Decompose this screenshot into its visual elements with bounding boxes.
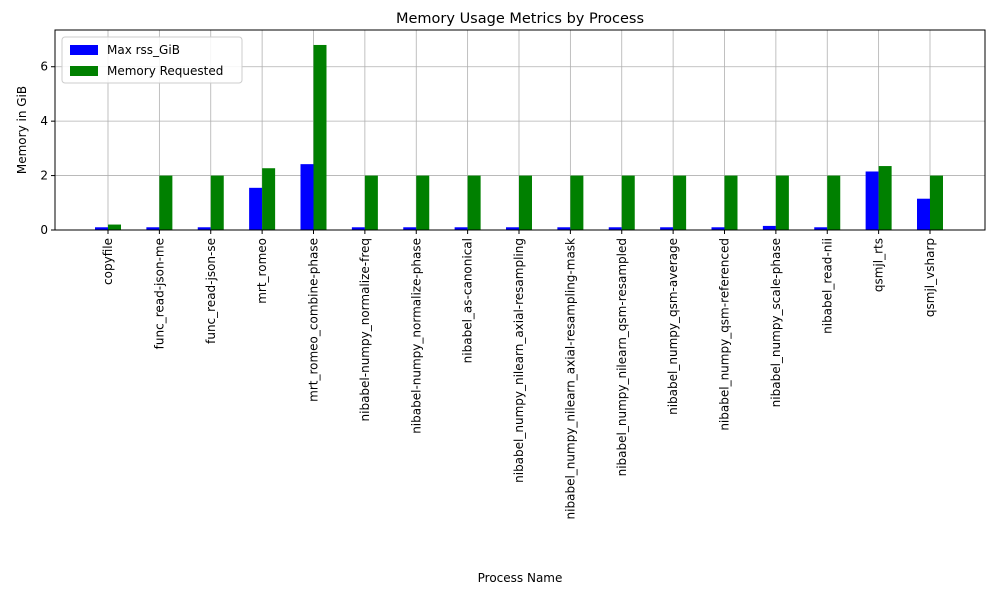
bar [467,175,481,230]
bar [660,227,674,230]
x-tick-label: nibabel_numpy_nilearn_axial-resampling-m… [563,238,577,519]
bar [300,164,314,230]
x-tick-label: nibabel_numpy_qsm-referenced [718,238,732,431]
bar [159,175,173,230]
bar [403,227,417,230]
bar [146,227,160,230]
bar [262,168,276,230]
bar [865,171,879,230]
chart-title: Memory Usage Metrics by Process [396,11,644,27]
x-tick-label: nibabel_numpy_scale-phase [769,238,783,407]
x-tick-label: nibabel-numpy_normalize-phase [409,238,423,434]
x-tick-label: qsmjl_vsharp [923,238,937,317]
bar [724,175,738,230]
bar [711,227,725,230]
x-tick-label: copyfile [101,238,115,285]
bar [249,187,263,230]
bar [95,227,108,230]
legend-label: Memory Requested [107,64,223,78]
x-tick-label: nibabel_read-nii [820,238,834,334]
bar [570,175,584,230]
bar [454,227,468,230]
y-tick-label: 2 [40,169,48,183]
bar [917,198,930,230]
x-axis-label: Process Name [478,571,563,585]
bar [108,224,121,230]
y-axis-label: Memory in GiB [15,86,29,174]
legend-swatch [70,45,98,55]
x-tick-label: nibabel-numpy_normalize-freq [358,238,372,421]
x-tick-label: mrt_romeo_combine-phase [307,238,321,402]
y-tick-label: 0 [40,223,48,237]
bar [878,166,892,230]
y-tick-label: 4 [40,114,48,128]
bar [197,227,211,230]
plot-frame [54,29,986,231]
bar [608,227,622,230]
bar [364,175,378,230]
bar [506,227,519,230]
legend-box [61,36,243,84]
bar [827,175,841,230]
x-tick-label: nibabel_numpy_nilearn_axial-resampling [512,238,526,483]
bar [930,175,943,230]
bar [210,175,224,230]
bar [351,227,365,230]
bar [416,175,430,230]
x-tick-label: nibabel_numpy_qsm-average [666,238,680,415]
x-tick-label: func_read-json-me [152,238,166,349]
x-tick-label: func_read-json-se [204,238,218,344]
bar [814,227,828,230]
bar [313,44,327,230]
x-tick-label: nibabel_numpy_nilearn_qsm-resampled [615,238,629,476]
bar [519,175,532,230]
x-tick-label: qsmjl_rts [872,238,886,292]
bar [557,227,571,230]
y-tick-label: 6 [40,60,48,74]
x-tick-label: mrt_romeo [255,238,269,304]
bar [775,175,789,230]
bar [673,175,687,230]
x-tick-label: nibabel_as-canonical [461,238,475,363]
legend-label: Max rss_GiB [107,43,180,57]
legend-swatch [70,66,98,76]
bar [621,175,635,230]
bar [762,225,776,230]
